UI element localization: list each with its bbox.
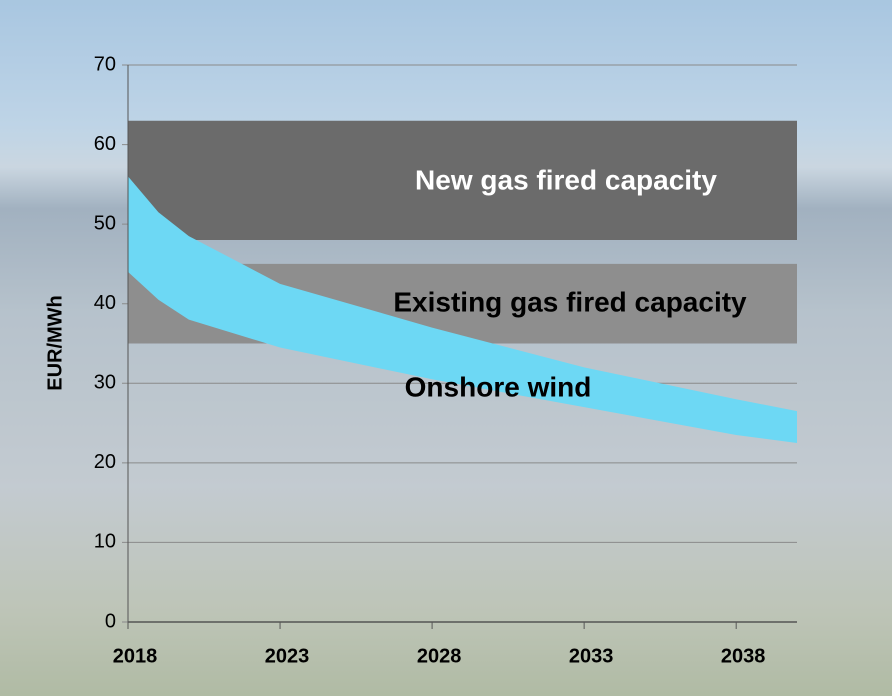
series-label: Existing gas fired capacity bbox=[393, 286, 747, 317]
x-tick-label: 2018 bbox=[113, 645, 158, 667]
y-tick-label: 30 bbox=[94, 372, 116, 394]
y-tick-label: 60 bbox=[94, 133, 116, 155]
x-tick-label: 2028 bbox=[417, 645, 462, 667]
x-tick-label: 2033 bbox=[569, 645, 614, 667]
y-tick-label: 20 bbox=[94, 451, 116, 473]
series-label: New gas fired capacity bbox=[415, 164, 717, 195]
x-tick-label: 2038 bbox=[721, 645, 766, 667]
y-tick-label: 10 bbox=[94, 531, 116, 553]
series-label: Onshore wind bbox=[405, 371, 592, 402]
y-axis-title: EUR/MWh bbox=[44, 295, 66, 391]
chart: 0 10 20 30 40 50 60 70 New gas fired capacity Exi… bbox=[0, 0, 892, 696]
y-tick-label: 40 bbox=[94, 292, 116, 314]
y-tick-label: 50 bbox=[94, 212, 116, 234]
x-tick-label: 2023 bbox=[265, 645, 310, 667]
y-tick-label: 70 bbox=[94, 53, 116, 75]
y-tick-label: 0 bbox=[105, 610, 116, 632]
